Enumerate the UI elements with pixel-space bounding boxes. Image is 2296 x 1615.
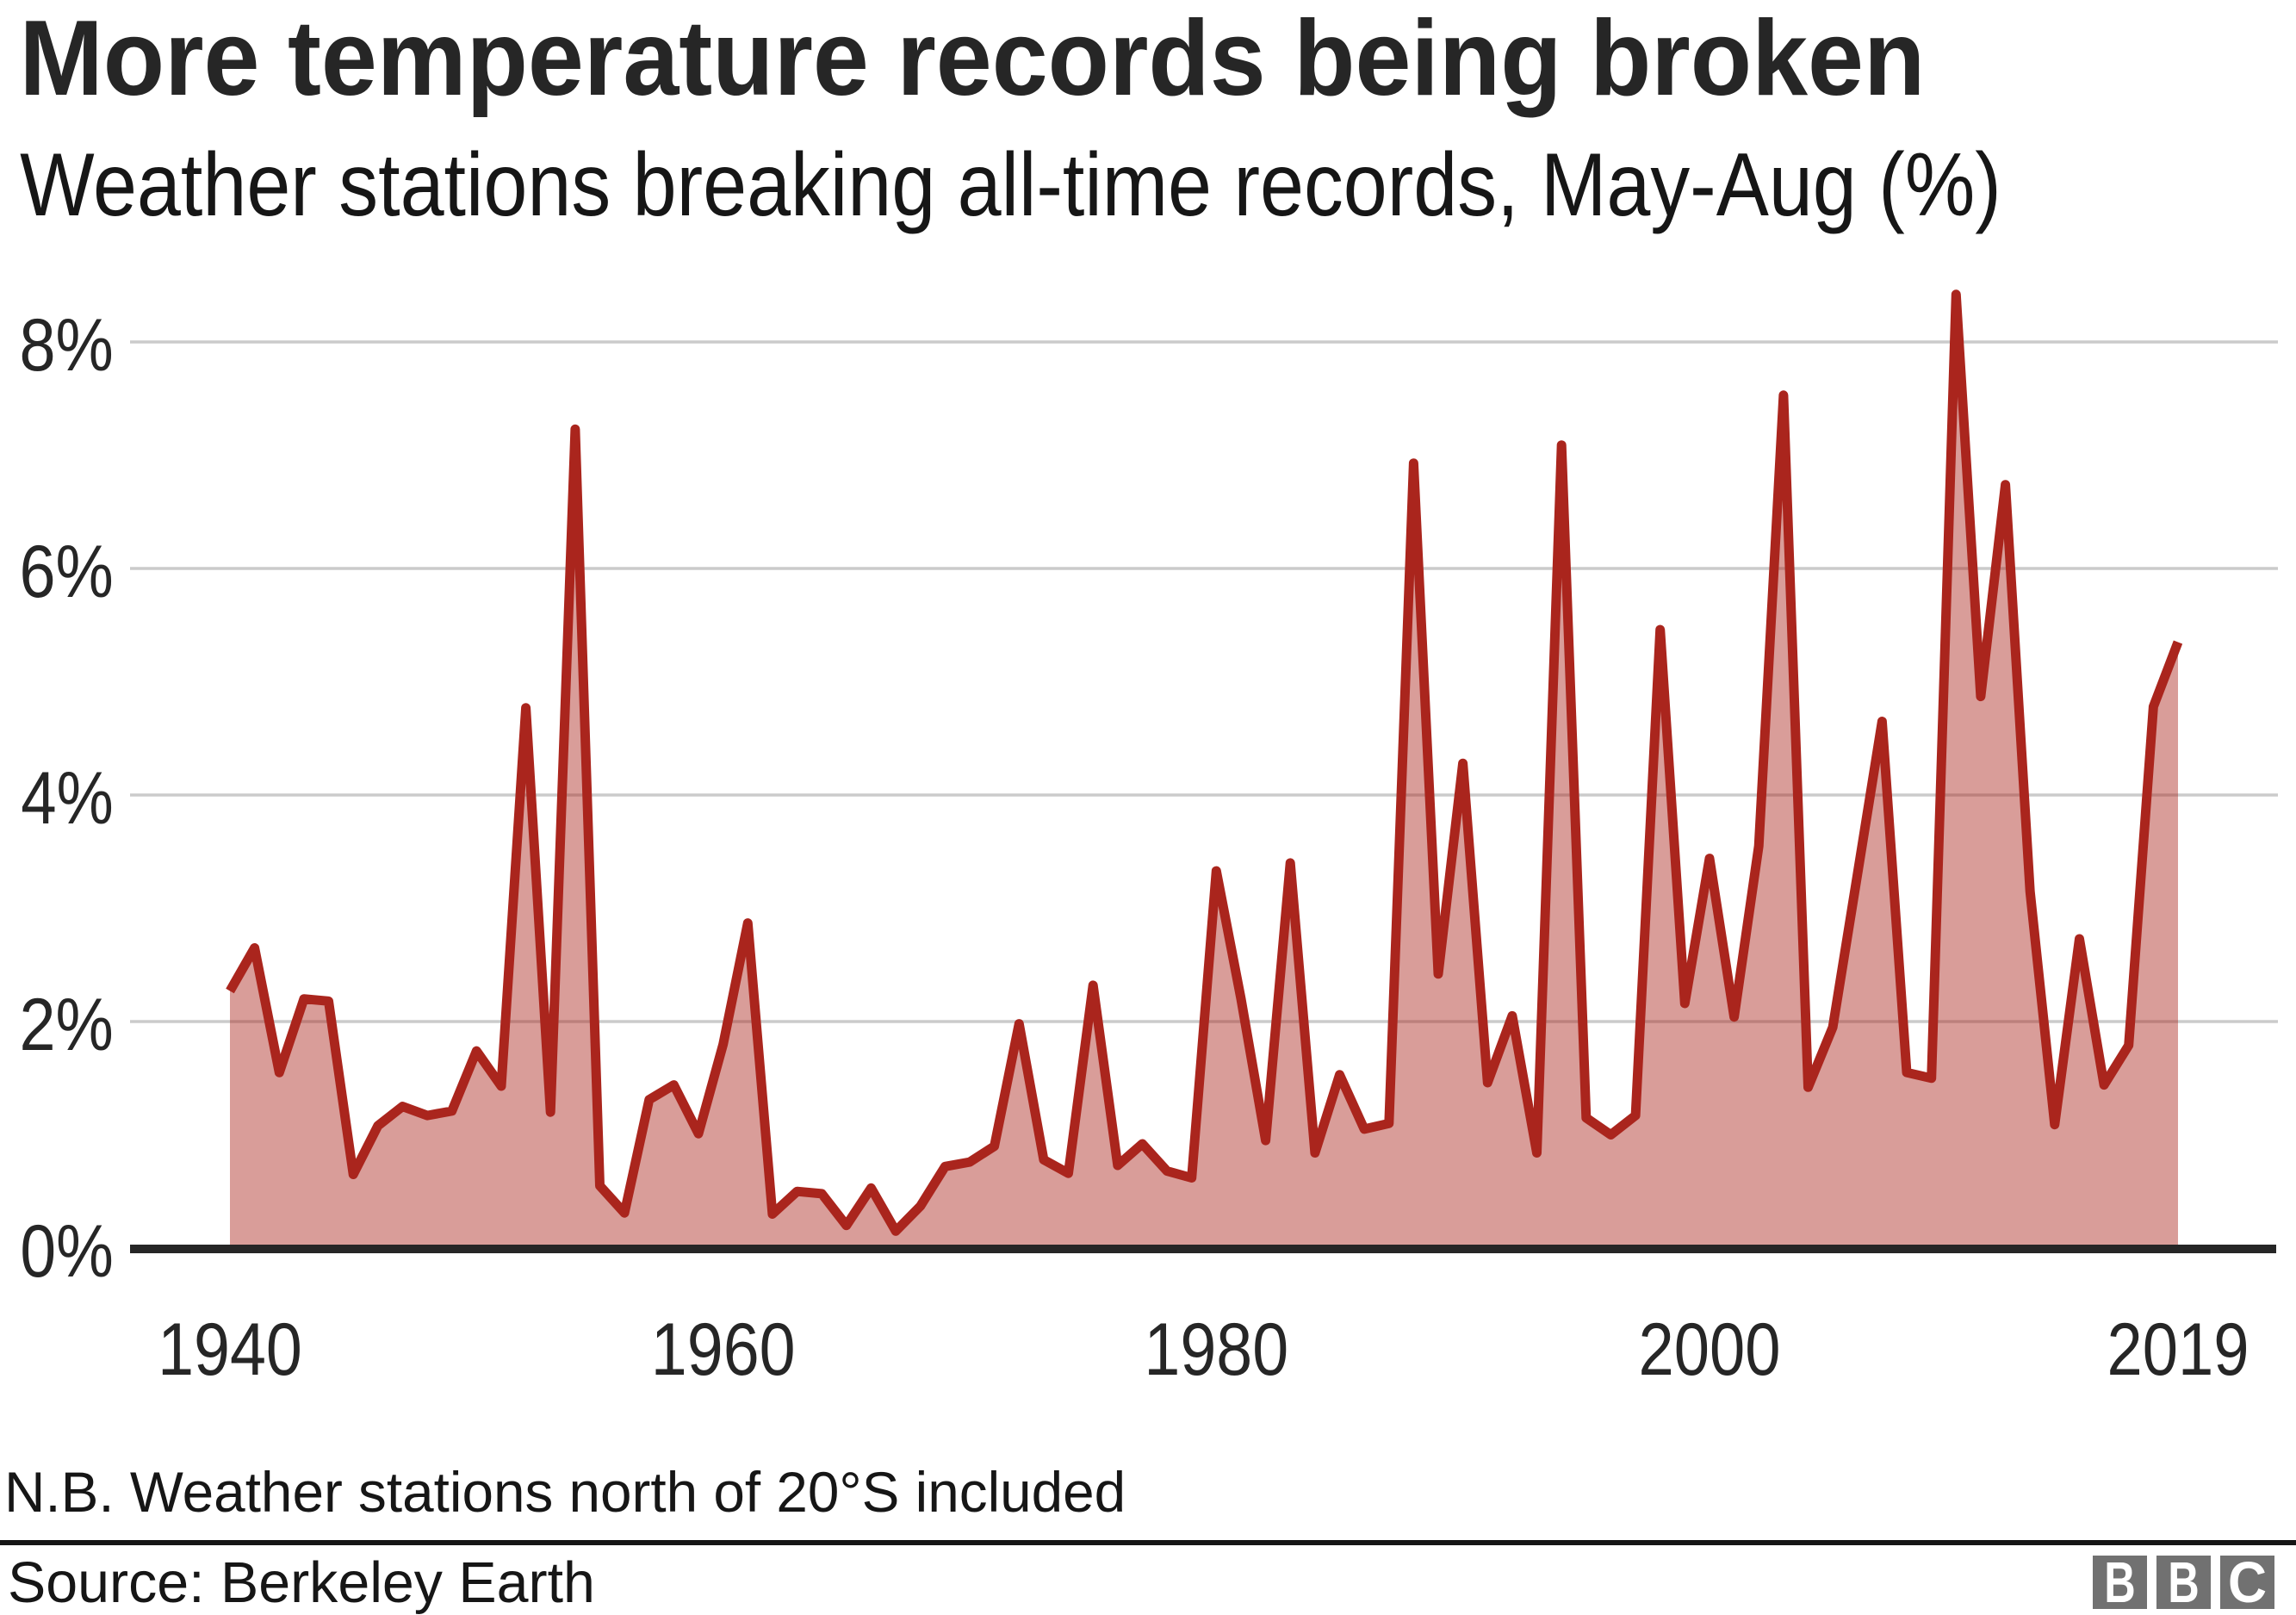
svg-text:2019: 2019 [2107, 1308, 2249, 1391]
svg-text:1980: 1980 [1144, 1308, 1288, 1391]
svg-text:N.B. Weather stations north of: N.B. Weather stations north of 20°S incl… [4, 1460, 1126, 1524]
svg-text:6%: 6% [20, 531, 114, 613]
svg-text:Source: Berkeley Earth: Source: Berkeley Earth [8, 1550, 595, 1615]
svg-text:8%: 8% [20, 304, 114, 387]
svg-text:4%: 4% [21, 757, 113, 840]
svg-text:B: B [2104, 1550, 2136, 1615]
svg-text:2%: 2% [20, 984, 114, 1066]
svg-text:C: C [2228, 1550, 2267, 1615]
svg-text:2000: 2000 [1639, 1308, 1781, 1391]
svg-text:1960: 1960 [651, 1308, 796, 1391]
svg-text:B: B [2168, 1550, 2200, 1615]
svg-text:Weather stations breaking all-: Weather stations breaking all-time recor… [20, 135, 2001, 235]
svg-text:1940: 1940 [158, 1308, 302, 1391]
svg-text:More temperature records being: More temperature records being broken [20, 0, 1926, 118]
svg-text:0%: 0% [20, 1210, 113, 1293]
